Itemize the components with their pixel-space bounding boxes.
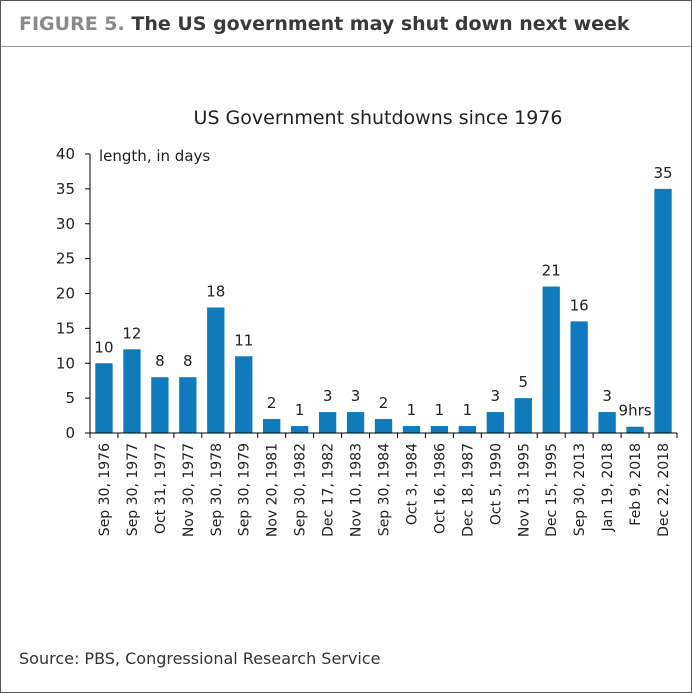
bar-value-label: 12 bbox=[122, 324, 141, 342]
x-tick-label: Nov 13, 1995 bbox=[516, 443, 532, 537]
x-tick-label: Dec 15, 1995 bbox=[544, 443, 560, 537]
bar-value-label: 5 bbox=[518, 373, 528, 391]
bar-value-label: 1 bbox=[295, 401, 305, 419]
x-tick-label: Oct 31, 1977 bbox=[153, 443, 169, 534]
x-tick-label: Sep 30, 1982 bbox=[293, 443, 309, 536]
bar-value-label: 21 bbox=[542, 262, 561, 280]
y-tick-label: 25 bbox=[56, 250, 75, 268]
y-tick-label: 10 bbox=[56, 354, 75, 372]
bar-value-label: 1 bbox=[463, 401, 473, 419]
x-tick-label: Nov 30, 1977 bbox=[181, 443, 197, 537]
bar bbox=[95, 363, 113, 433]
x-tick-label: Dec 17, 1982 bbox=[321, 443, 337, 537]
x-tick-label: Oct 16, 1986 bbox=[432, 443, 448, 534]
source-note: Source: PBS, Congressional Research Serv… bbox=[19, 649, 381, 668]
x-tick-label: Sep 30, 1978 bbox=[209, 443, 225, 536]
bar bbox=[402, 426, 421, 433]
bar bbox=[235, 356, 253, 433]
bar-value-label: 3 bbox=[323, 387, 333, 405]
x-tick-label: Oct 3, 1984 bbox=[404, 443, 420, 525]
x-tick-label: Dec 22, 2018 bbox=[656, 443, 672, 537]
bar bbox=[318, 412, 337, 433]
bar bbox=[430, 426, 449, 433]
x-tick-label: Dec 18, 1987 bbox=[460, 443, 476, 537]
y-axis: 0 5 10 15 20 25 30 35 40 bbox=[56, 145, 91, 442]
x-tick-label: Sep 30, 1984 bbox=[377, 443, 393, 536]
x-tick-label: Oct 5, 1990 bbox=[488, 443, 504, 525]
bar bbox=[514, 398, 532, 433]
bar-value-label: 3 bbox=[602, 387, 612, 405]
header-divider bbox=[1, 46, 691, 47]
x-tick-label: Jan 19, 2018 bbox=[600, 443, 616, 532]
x-tick-label: Feb 9, 2018 bbox=[628, 443, 644, 526]
x-tick-label: Nov 20, 1981 bbox=[265, 443, 281, 537]
bar-value-label: 18 bbox=[206, 282, 225, 300]
bar bbox=[179, 377, 197, 433]
x-axis: Sep 30, 1976 Sep 30, 1977 Oct 31, 1977 Nov … bbox=[89, 432, 678, 537]
bar bbox=[263, 419, 281, 433]
bar bbox=[654, 188, 672, 433]
bar-value-label: 8 bbox=[183, 352, 193, 370]
bar-value-label: 2 bbox=[379, 394, 389, 412]
y-tick-label: 0 bbox=[65, 424, 75, 442]
x-tick-label: Sep 30, 1979 bbox=[237, 443, 253, 536]
figure-header: FIGURE 5. The US government may shut dow… bbox=[19, 13, 630, 35]
figure-label: FIGURE 5. bbox=[19, 13, 125, 35]
x-tick-label: Sep 30, 2013 bbox=[572, 443, 588, 536]
figure-headline: The US government may shut down next wee… bbox=[131, 13, 630, 35]
y-tick-label: 30 bbox=[56, 215, 75, 233]
y-axis-label: length, in days bbox=[99, 147, 210, 165]
bar bbox=[598, 412, 616, 433]
y-tick-label: 40 bbox=[56, 145, 75, 163]
y-tick-label: 5 bbox=[65, 389, 75, 407]
y-tick-label: 35 bbox=[56, 180, 75, 198]
bar-value-label: 16 bbox=[570, 296, 589, 314]
bar bbox=[570, 321, 588, 433]
bar bbox=[486, 412, 504, 433]
bar-value-label: 10 bbox=[94, 338, 113, 356]
bar-value-label: 35 bbox=[653, 164, 672, 182]
x-tick-label: Sep 30, 1976 bbox=[97, 443, 113, 536]
bar-value-label: 3 bbox=[351, 387, 361, 405]
bar bbox=[290, 426, 309, 433]
x-tick-label: Sep 30, 1977 bbox=[125, 443, 141, 536]
bar-value-label: 3 bbox=[491, 387, 501, 405]
bar bbox=[626, 426, 644, 433]
bar bbox=[123, 349, 141, 433]
x-tick-label: Nov 10, 1983 bbox=[349, 443, 365, 537]
y-tick-label: 20 bbox=[56, 285, 75, 303]
bar bbox=[346, 412, 365, 433]
bar bbox=[542, 286, 560, 433]
bar-value-label: 9hrs bbox=[619, 402, 652, 420]
bar-value-label: 2 bbox=[267, 394, 277, 412]
bar-value-label: 1 bbox=[435, 401, 445, 419]
bar-value-label: 11 bbox=[234, 331, 253, 349]
y-tick-label: 15 bbox=[56, 319, 75, 337]
bar-value-label: 8 bbox=[155, 352, 165, 370]
bar-value-label: 1 bbox=[407, 401, 417, 419]
bar bbox=[151, 377, 169, 433]
bar bbox=[207, 307, 225, 433]
bar bbox=[458, 426, 477, 433]
chart-title: US Government shutdowns since 1976 bbox=[194, 107, 563, 129]
bar bbox=[374, 419, 393, 433]
